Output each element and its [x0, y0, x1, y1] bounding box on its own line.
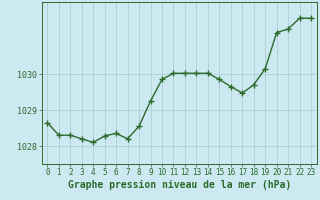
X-axis label: Graphe pression niveau de la mer (hPa): Graphe pression niveau de la mer (hPa) — [68, 180, 291, 190]
